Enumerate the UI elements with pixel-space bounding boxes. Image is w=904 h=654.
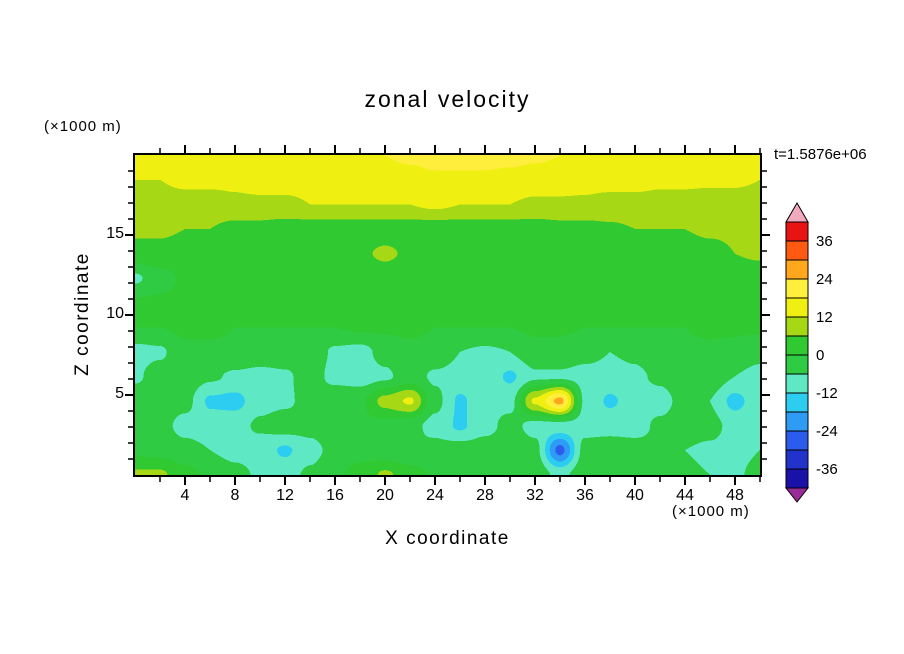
colorbar-segment [785, 411, 809, 432]
x-tick-label: 48 [726, 487, 744, 504]
y-tick-label: 5 [115, 385, 124, 402]
colorbar-label: 36 [816, 233, 833, 250]
colorbar-segment [785, 449, 809, 470]
colorbar-segment [785, 259, 809, 280]
colorbar-segment [785, 221, 809, 242]
colorbar-segment [785, 316, 809, 337]
x-tick-label: 44 [676, 487, 694, 504]
colorbar-segment [785, 335, 809, 356]
colorbar-segment [785, 240, 809, 261]
x-axis-title: X coordinate [385, 528, 510, 549]
x-tick-label: 12 [276, 487, 294, 504]
x-tick-label: 40 [626, 487, 644, 504]
colorbar-label: 0 [816, 347, 824, 364]
x-tick-label: 16 [326, 487, 344, 504]
colorbar-label: 24 [816, 271, 833, 288]
colorbar-segment [785, 373, 809, 394]
x-tick-label: 28 [476, 487, 494, 504]
colorbar-segment [785, 278, 809, 299]
x-tick-label: 24 [426, 487, 444, 504]
colorbar-over-arrow [785, 202, 809, 223]
x-tick-label: 8 [230, 487, 240, 504]
x-tick-label: 4 [180, 487, 190, 504]
colorbar-segment [785, 354, 809, 375]
x-tick-label: 32 [526, 487, 544, 504]
y-tick-label: 15 [106, 225, 124, 242]
colorbar-label: -36 [816, 461, 838, 478]
x-tick-label: 20 [376, 487, 394, 504]
colorbar-under-arrow [784, 487, 810, 503]
colorbar-segment [785, 430, 809, 451]
y-tick-label: 10 [106, 305, 124, 322]
colorbar-segment [785, 297, 809, 318]
x-axis-units: (×1000 m) [672, 503, 750, 520]
colorbar-label: -24 [816, 423, 838, 440]
y-axis-units: (×1000 m) [44, 118, 122, 135]
colorbar: 36 24 12 0 -12 -24 -36 [784, 202, 838, 503]
colorbar-segment [785, 468, 809, 489]
time-annotation: t=1.5876e+06 [774, 146, 867, 163]
contour-canvas [133, 153, 762, 477]
colorbar-segment [785, 392, 809, 413]
colorbar-label: -12 [816, 385, 838, 402]
chart-title: zonal velocity [364, 86, 531, 112]
x-tick-label: 36 [576, 487, 594, 504]
colorbar-label: 12 [816, 309, 833, 326]
